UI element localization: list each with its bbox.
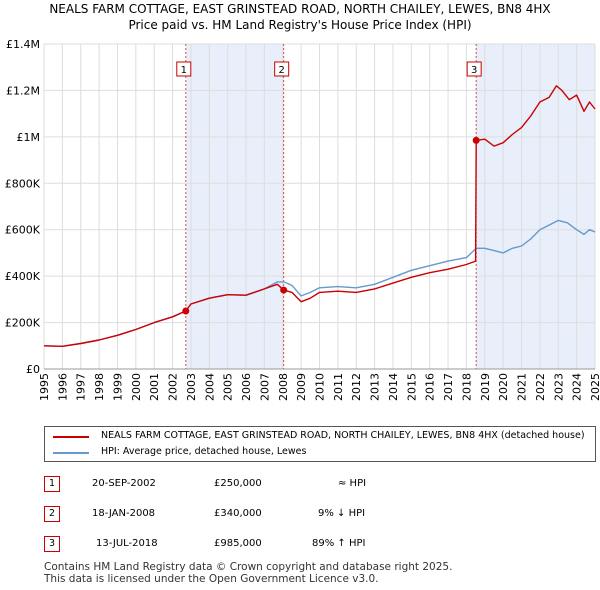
sale-marker-box <box>466 61 482 77</box>
x-tick-label: 2017 <box>442 373 455 401</box>
x-tick-label: 2024 <box>571 373 584 401</box>
sale-marker-label: 1 <box>181 65 187 76</box>
y-tick-label: £600K <box>5 224 41 237</box>
sale-date: 18-JAN-2008 <box>92 508 156 519</box>
x-tick-label: 2008 <box>277 373 290 401</box>
x-tick-label: 2002 <box>167 373 180 401</box>
x-tick-label: 1997 <box>75 373 88 401</box>
x-tick-label: 1999 <box>111 373 124 401</box>
x-tick-label: 2010 <box>314 373 327 401</box>
footer-copyright: Contains HM Land Registry data © Crown c… <box>44 561 453 573</box>
x-tick-label: 2016 <box>424 373 437 401</box>
x-tick-label: 2006 <box>240 373 253 401</box>
sale-date: 20-SEP-2002 <box>92 478 156 489</box>
sale-number-badge: 3 <box>44 536 60 552</box>
x-tick-label: 2023 <box>552 373 565 401</box>
x-tick-label: 2015 <box>405 373 418 401</box>
sale-hpi: ≈ HPI <box>338 478 367 489</box>
y-tick-label: £1M <box>17 131 41 144</box>
footer-license: This data is licensed under the Open Gov… <box>44 573 379 585</box>
sale-number-badge: 1 <box>44 476 60 492</box>
y-tick-label: £0 <box>26 363 40 376</box>
x-tick-label: 2005 <box>222 373 235 401</box>
x-tick-label: 2025 <box>589 373 600 401</box>
legend: NEALS FARM COTTAGE, EAST GRINSTEAD ROAD,… <box>44 426 596 462</box>
y-tick-label: £400K <box>5 270 41 283</box>
y-tick-label: £1.4M <box>6 38 40 51</box>
legend-line-blue <box>53 452 89 454</box>
x-tick-label: 2014 <box>387 373 400 401</box>
sale-hpi: 9% ↓ HPI <box>318 508 366 519</box>
price-chart: £0 £200K £400K £600K £800K £1M £1.2M £1.4M 1995 1… <box>5 38 600 401</box>
y-tick-label: £800K <box>5 177 41 190</box>
sale-marker-box <box>274 61 290 77</box>
series-line-price-paid <box>43 85 596 347</box>
x-tick-label: 2021 <box>516 373 529 401</box>
sale-number-badge: 2 <box>44 506 60 522</box>
x-tick-label: 2001 <box>148 373 161 401</box>
legend-label-hpi: HPI: Average price, detached house, Lewe… <box>101 446 307 457</box>
x-tick-label: 2007 <box>258 373 271 401</box>
x-tick-label: 2004 <box>203 373 216 401</box>
y-tick-label: £200K <box>5 317 41 330</box>
x-tick-label: 2003 <box>185 373 198 401</box>
sale-marker-label: 2 <box>278 65 284 76</box>
sale-price: £340,000 <box>214 508 262 519</box>
chart-title-line1: NEALS FARM COTTAGE, EAST GRINSTEAD ROAD,… <box>49 2 551 16</box>
sale-row-3: 3 13-JUL-2018 £985,000 89% ↑ HPI <box>0 536 600 552</box>
x-tick-label: 2019 <box>479 373 492 401</box>
x-tick-label: 2018 <box>460 373 473 401</box>
x-tick-label: 1996 <box>56 373 69 401</box>
chart-title-line2: Price paid vs. HM Land Registry's House … <box>128 18 472 32</box>
sale-row-1: 1 20-SEP-2002 £250,000 ≈ HPI <box>0 476 600 492</box>
sale-marker-box <box>176 61 192 77</box>
sale-point <box>472 136 480 144</box>
x-tick-label: 2022 <box>534 373 547 401</box>
x-tick-label: 2012 <box>350 373 363 401</box>
x-tick-label: 2013 <box>369 373 382 401</box>
sale-marker-label: 3 <box>471 65 477 76</box>
x-tick-label: 2011 <box>332 373 345 401</box>
sale-date: 13-JUL-2018 <box>96 538 158 549</box>
legend-label-price-paid: NEALS FARM COTTAGE, EAST GRINSTEAD ROAD,… <box>101 430 585 441</box>
x-tick-label: 2020 <box>497 373 510 401</box>
x-tick-label: 1998 <box>93 373 106 401</box>
sale-row-2: 2 18-JAN-2008 £340,000 9% ↓ HPI <box>0 506 600 522</box>
x-tick-label: 2000 <box>130 373 143 401</box>
sale-price: £250,000 <box>214 478 262 489</box>
legend-line-red <box>53 436 89 438</box>
shaded-range-1 <box>185 44 284 369</box>
x-tick-label: 2009 <box>295 373 308 401</box>
sale-hpi: 89% ↑ HPI <box>312 538 366 549</box>
sale-point <box>280 286 288 294</box>
x-tick-label: 1995 <box>38 373 51 401</box>
shaded-range-2 <box>476 44 595 369</box>
y-tick-label: £1.2M <box>6 84 40 97</box>
sale-point <box>182 307 190 315</box>
sale-price: £985,000 <box>214 538 262 549</box>
